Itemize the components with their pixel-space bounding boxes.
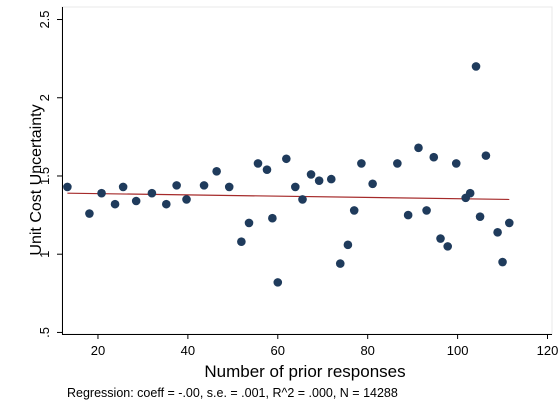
data-point (182, 195, 191, 204)
x-axis-label: Number of prior responses (204, 362, 405, 381)
y-tick-label: 2 (37, 94, 52, 101)
plot-area (61, 6, 553, 335)
data-point (436, 234, 445, 243)
x-tick-label: 40 (181, 343, 195, 358)
x-axis-ticks: 20 40 60 80 100 120 (91, 334, 559, 358)
data-point (326, 174, 336, 184)
x-tick-label: 60 (271, 343, 285, 358)
y-tick-label: 2.5 (37, 10, 52, 28)
x-tick-label: 120 (537, 343, 559, 358)
data-point (97, 188, 106, 198)
data-point (349, 206, 359, 215)
data-point (212, 166, 221, 176)
data-point (161, 199, 171, 209)
data-point (268, 213, 277, 223)
data-point (414, 143, 423, 153)
x-tick-label: 20 (91, 343, 105, 358)
x-tick-label: 80 (360, 343, 374, 358)
data-point (475, 212, 485, 221)
data-point (224, 182, 234, 192)
data-point (314, 176, 324, 185)
y-axis-label: Unit Cost Uncertainty (28, 104, 45, 255)
data-point (481, 151, 491, 160)
data-point (357, 159, 366, 168)
data-point (403, 210, 413, 220)
data-point (291, 182, 300, 192)
data-point (244, 218, 254, 228)
y-tick-label: 1 (37, 251, 52, 258)
data-point (253, 159, 263, 168)
data-point (465, 188, 475, 198)
data-point (273, 278, 283, 287)
data-point (262, 165, 272, 175)
data-point (429, 152, 439, 162)
data-point (471, 62, 481, 71)
data-point (493, 228, 502, 237)
x-tick-label: 100 (447, 343, 469, 358)
plot-marks (63, 62, 514, 287)
data-point (237, 237, 246, 246)
y-tick-label: .5 (37, 327, 52, 338)
data-point (172, 181, 181, 190)
regression-fit-line (67, 192, 510, 201)
data-point (85, 209, 94, 218)
data-point (131, 196, 141, 206)
y-axis-ticks: .5 1 1.5 2 2.5 (37, 10, 62, 338)
regression-note: Regression: coeff = -.00, s.e. = .001, R… (67, 386, 398, 400)
data-point (63, 182, 72, 192)
data-point (451, 159, 461, 168)
data-point (110, 199, 120, 209)
data-point (443, 242, 453, 251)
data-point (306, 170, 316, 179)
data-point (368, 179, 377, 189)
data-point (504, 218, 514, 228)
data-point (393, 159, 402, 168)
data-point (343, 240, 353, 250)
data-point (282, 154, 291, 164)
data-point (147, 188, 157, 198)
data-point (298, 195, 307, 204)
data-point (422, 206, 431, 215)
data-point (498, 257, 507, 267)
data-point (199, 181, 209, 190)
data-point (335, 259, 345, 268)
data-point (118, 182, 128, 192)
y-tick-label: 1.5 (37, 167, 52, 185)
